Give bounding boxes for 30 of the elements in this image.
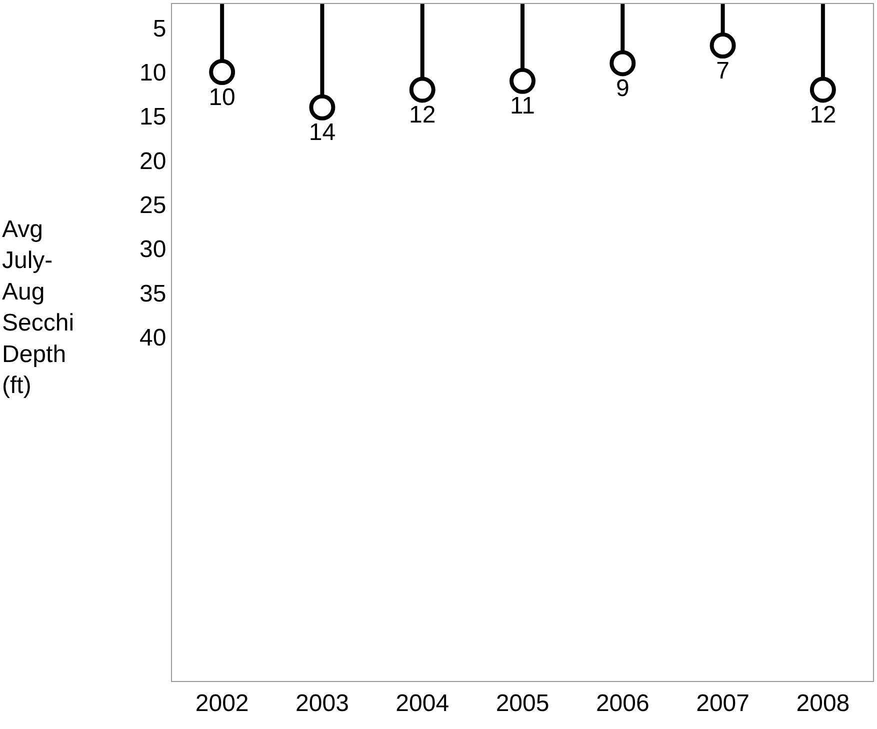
y-tick-label: 40 [139, 324, 166, 352]
y-tick-label: 15 [139, 104, 166, 131]
y-tick-label: 5 [152, 15, 166, 42]
x-tick-label: 2008 [796, 690, 850, 717]
point [610, 50, 636, 76]
data-label: 14 [308, 119, 336, 146]
point [710, 32, 736, 59]
data-label: 10 [208, 84, 236, 111]
point [409, 76, 436, 103]
y-tick-label: 30 [139, 236, 166, 264]
data-label: 12 [409, 101, 436, 128]
y-tick-label: 10 [139, 59, 166, 86]
x-tick-label: 2007 [696, 690, 750, 717]
y-axis-title: Avg July-Aug Secchi Depth (ft) [2, 216, 74, 399]
point [510, 68, 536, 94]
data-label: 11 [510, 92, 535, 120]
x-tick-label: 2005 [496, 690, 550, 717]
y-tick-label: 25 [139, 192, 166, 220]
point [309, 94, 336, 120]
data-label: 12 [810, 101, 836, 128]
y-tick-label: 35 [139, 280, 166, 308]
data-label: 7 [716, 57, 730, 84]
data-label: 9 [616, 74, 630, 102]
x-tick-label: 2002 [195, 690, 249, 717]
x-tick-label: 2004 [396, 690, 450, 717]
x-tick-label: 2006 [596, 690, 650, 717]
x-tick-label: 2003 [296, 690, 349, 717]
point [209, 59, 236, 86]
point [810, 76, 836, 103]
y-tick-label: 20 [139, 148, 166, 175]
